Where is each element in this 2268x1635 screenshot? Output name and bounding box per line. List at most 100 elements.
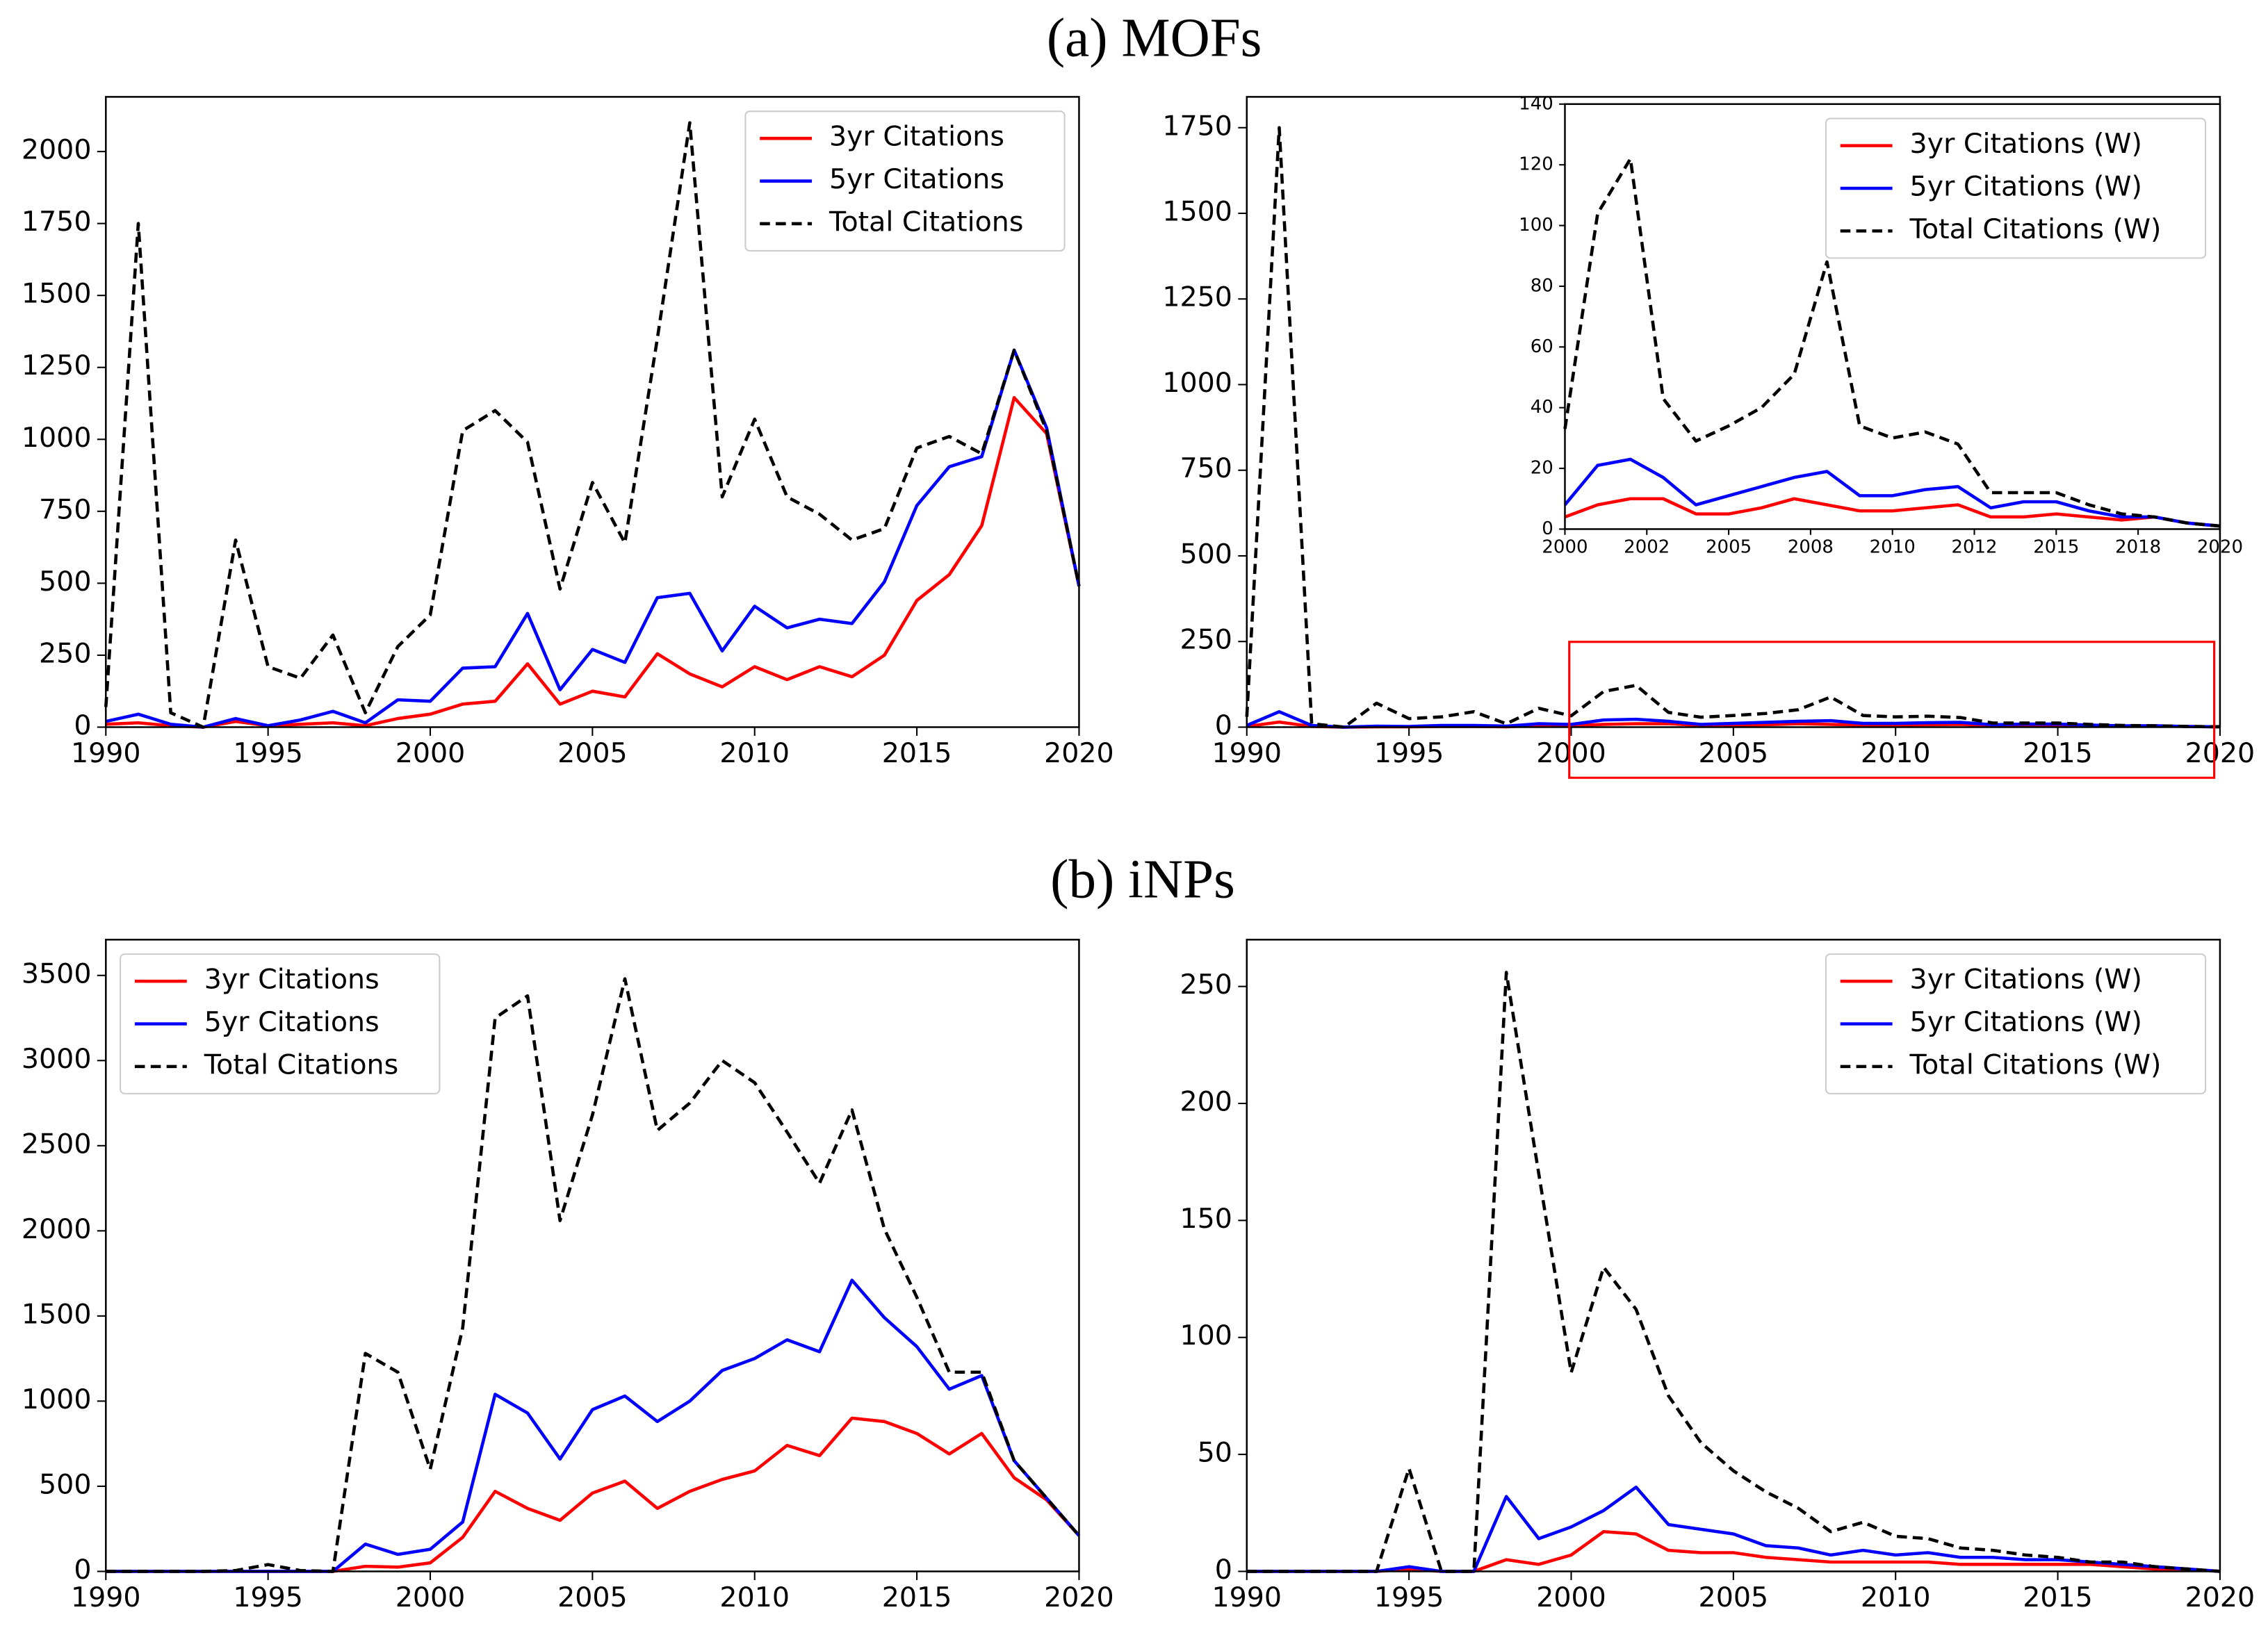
x-tick-label: 1995 xyxy=(1374,737,1444,769)
y-tick-label: 1500 xyxy=(22,278,92,310)
x-tick-label: 2015 xyxy=(2023,1581,2093,1613)
chart: 1990 1995 2000 2005 2010 2015 2020 0 250 500 750 10… xyxy=(1162,96,2255,769)
series-line xyxy=(1246,971,2221,1573)
y-tick-label: 80 xyxy=(1531,275,1553,296)
legend-box xyxy=(1825,117,2207,259)
x-tick-label: 2000 xyxy=(395,1581,466,1613)
x-tick-label: 2015 xyxy=(2033,536,2079,557)
x-tick-label: 2010 xyxy=(1861,1581,1931,1613)
y-tick-label: 1000 xyxy=(22,1383,92,1415)
y-tick-label: 150 xyxy=(1180,1203,1232,1235)
y-tick-label: 0 xyxy=(1542,518,1553,539)
x-tick-label: 1990 xyxy=(1211,1581,1282,1613)
x-tick-label: 2000 xyxy=(1536,737,1606,769)
y-tick-label: 750 xyxy=(1180,452,1232,484)
y-tick-label: 250 xyxy=(39,637,91,669)
y-tick-label: 1500 xyxy=(1162,196,1232,228)
x-tick-label: 2020 xyxy=(2185,737,2255,769)
x-tick-label: 2018 xyxy=(2115,536,2161,557)
series-line xyxy=(1245,126,2220,729)
legend-label: 3yr Citations xyxy=(204,964,380,996)
x-tick-label: 2005 xyxy=(1706,536,1752,557)
axes-frame xyxy=(1564,103,2221,530)
y-tick-label: 1250 xyxy=(1162,281,1232,313)
x-tick-label: 1990 xyxy=(71,737,141,769)
x-tick-label: 2020 xyxy=(1044,1581,1114,1613)
y-tick-label: 1000 xyxy=(1162,367,1232,399)
panel-title: (b) iNPs xyxy=(1050,849,1235,910)
x-tick-label: 2012 xyxy=(1951,536,1997,557)
x-tick-label: 1995 xyxy=(233,1581,303,1613)
legend-box xyxy=(120,953,441,1094)
y-tick-label: 140 xyxy=(1519,93,1553,114)
y-tick-label: 2000 xyxy=(22,1213,92,1245)
series-line xyxy=(1246,1485,2221,1573)
y-tick-label: 200 xyxy=(1180,1086,1232,1118)
y-tick-label: 60 xyxy=(1531,336,1553,357)
x-tick-label: 2020 xyxy=(1044,737,1114,769)
y-tick-label: 0 xyxy=(74,1554,91,1586)
x-tick-label: 2000 xyxy=(1536,1581,1606,1613)
y-tick-label: 500 xyxy=(39,1468,91,1500)
y-tick-label: 0 xyxy=(74,709,91,741)
zoom-highlight xyxy=(1568,641,2216,779)
x-tick-label: 1990 xyxy=(1211,737,1282,769)
y-tick-label: 1500 xyxy=(22,1298,92,1330)
y-tick-label: 750 xyxy=(39,493,91,525)
x-tick-label: 2008 xyxy=(1788,536,1834,557)
y-tick-label: 100 xyxy=(1519,215,1553,236)
y-tick-label: 120 xyxy=(1519,154,1553,175)
y-tick-label: 0 xyxy=(1215,1554,1232,1586)
legend-label: 3yr Citations (W) xyxy=(1910,128,2142,160)
legend-label: 5yr Citations (W) xyxy=(1910,170,2142,202)
x-tick-label: 2000 xyxy=(395,737,466,769)
legend-label: 3yr Citations (W) xyxy=(1910,964,2142,996)
y-tick-label: 0 xyxy=(1215,709,1232,741)
x-tick-label: 2005 xyxy=(1699,1581,1769,1613)
x-tick-label: 2005 xyxy=(1699,737,1769,769)
y-tick-label: 20 xyxy=(1531,458,1553,479)
series-line xyxy=(1246,1529,2221,1573)
chart: 1990 1995 2000 2005 2010 2015 2020 0 250 500 750 10… xyxy=(22,96,1114,769)
x-tick-label: 2015 xyxy=(2023,737,2093,769)
x-tick-label: 2015 xyxy=(882,737,952,769)
legend-label: 5yr Citations xyxy=(204,1006,380,1038)
legend-label: Total Citations (W) xyxy=(1909,213,2162,245)
x-tick-label: 2010 xyxy=(1861,737,1931,769)
chart: 1990 1995 2000 2005 2010 2015 2020 0 500 1000 1500… xyxy=(22,939,1114,1613)
x-tick-label: 2010 xyxy=(719,1581,790,1613)
series-line xyxy=(1563,157,2221,528)
y-tick-label: 1000 xyxy=(22,422,92,454)
x-tick-label: 2010 xyxy=(719,737,790,769)
y-tick-label: 40 xyxy=(1531,397,1553,418)
x-tick-label: 1990 xyxy=(71,1581,141,1613)
y-tick-label: 250 xyxy=(1180,969,1232,1001)
y-tick-label: 1750 xyxy=(1162,110,1232,142)
axes-frame xyxy=(105,96,1080,728)
x-tick-label: 2010 xyxy=(1870,536,1916,557)
panel-title: (a) MOFs xyxy=(1047,8,1262,69)
x-tick-label: 1995 xyxy=(233,737,303,769)
x-tick-label: 1995 xyxy=(1374,1581,1444,1613)
axes-frame xyxy=(1246,939,2221,1572)
x-tick-label: 2002 xyxy=(1624,536,1670,557)
legend-label: Total Citations xyxy=(829,206,1023,238)
legend-label: 3yr Citations xyxy=(829,121,1004,153)
y-tick-label: 3500 xyxy=(22,958,92,989)
x-tick-label: 2000 xyxy=(1542,536,1588,557)
y-tick-label: 100 xyxy=(1180,1320,1232,1351)
x-tick-label: 2020 xyxy=(2197,536,2243,557)
x-tick-label: 2020 xyxy=(2185,1581,2255,1613)
series-line xyxy=(104,121,1081,729)
legend-label: Total Citations (W) xyxy=(1909,1049,2162,1081)
x-tick-label: 2005 xyxy=(557,737,628,769)
x-tick-label: 2005 xyxy=(557,1581,628,1613)
axes-frame xyxy=(105,939,1080,1572)
y-tick-label: 1750 xyxy=(22,206,92,238)
chart: 1990 1995 2000 2005 2010 2015 2020 0 50 100 150 200… xyxy=(1180,939,2255,1613)
series-line xyxy=(106,977,1081,1573)
legend-label: 5yr Citations (W) xyxy=(1910,1006,2142,1038)
series-line xyxy=(1563,457,2221,528)
y-tick-label: 3000 xyxy=(22,1043,92,1075)
